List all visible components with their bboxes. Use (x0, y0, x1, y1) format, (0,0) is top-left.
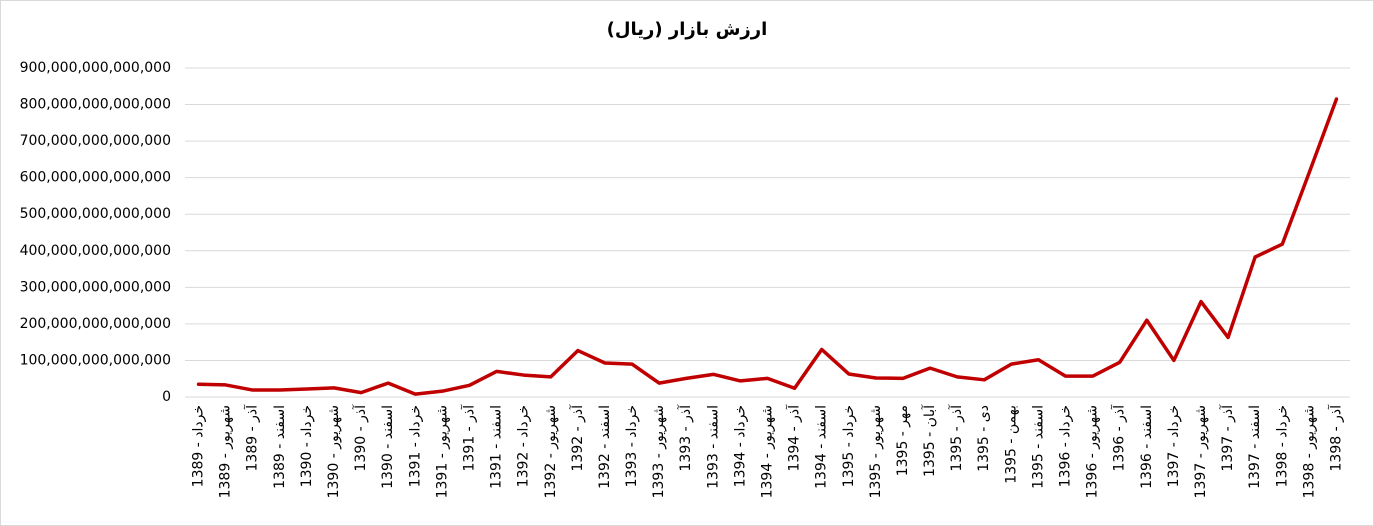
x-tick-label: مهر - 1395 (895, 405, 911, 476)
x-tick-label: اسفند - 1389 (272, 405, 288, 489)
x-tick-label: شهریور - 1397 (1193, 405, 1209, 498)
x-tick-label: آذر - 1394 (786, 404, 803, 472)
x-tick-label: شهریور - 1394 (760, 405, 776, 498)
x-tick-label: خرداد - 1395 (841, 405, 857, 487)
x-tick-label: آذر - 1392 (569, 404, 586, 472)
x-tick-label: آبان - 1395 (921, 404, 938, 477)
x-tick-label: خرداد - 1396 (1058, 405, 1074, 487)
data-line (196, 97, 1339, 396)
x-tick-label: آذر - 1396 (1111, 404, 1128, 472)
x-tick-label: خرداد - 1398 (1274, 405, 1290, 487)
x-tick-label: اسفند - 1394 (814, 405, 830, 489)
x-tick-label: شهریور - 1398 (1301, 405, 1317, 498)
chart-title: ارزش بازار (ریال) (607, 19, 768, 40)
x-tick-label: شهریور - 1389 (218, 405, 234, 498)
y-tick-label: 900,000,000,000,000 (20, 60, 171, 76)
y-tick-label: 800,000,000,000,000 (20, 97, 171, 113)
x-tick-label: خرداد - 1394 (732, 405, 748, 487)
x-tick-label: خرداد - 1397 (1166, 405, 1182, 487)
x-tick-label: آذر - 1398 (1327, 404, 1344, 472)
y-tick-label: 500,000,000,000,000 (20, 206, 171, 222)
x-tick-label: اسفند - 1396 (1139, 405, 1155, 489)
x-tick-label: خرداد - 1391 (407, 405, 423, 487)
x-tick-label: شهریور - 1391 (434, 405, 450, 498)
x-tick-label: آذر - 1391 (460, 404, 477, 472)
x-tick-label: شهریور - 1392 (543, 405, 559, 498)
y-tick-label: 700,000,000,000,000 (20, 133, 171, 149)
x-tick-label: آذر - 1389 (244, 404, 261, 472)
x-tick-label: آذر - 1393 (677, 404, 694, 472)
x-tick-label: اسفند - 1393 (705, 405, 721, 489)
x-tick-label: شهریور - 1393 (651, 405, 667, 498)
x-tick-label: خرداد - 1390 (299, 405, 315, 487)
x-tick-label: اسفند - 1397 (1247, 405, 1263, 489)
x-tick-label: خرداد - 1392 (516, 405, 532, 487)
y-tick-label: 600,000,000,000,000 (20, 170, 171, 186)
y-tick-label: 100,000,000,000,000 (20, 352, 171, 368)
y-tick-label: 0 (162, 389, 171, 405)
x-tick-label: شهریور - 1395 (868, 405, 884, 498)
x-tick-label: آذر - 1397 (1219, 404, 1236, 472)
x-tick-label: آذر - 1395 (948, 404, 965, 472)
x-tick-label: اسفند - 1395 (1030, 405, 1046, 489)
x-tick-label: شهریور - 1396 (1085, 405, 1101, 498)
y-tick-label: 300,000,000,000,000 (20, 279, 171, 295)
x-tick-label: شهریور - 1390 (326, 405, 342, 498)
x-tick-label: خرداد - 1393 (624, 405, 640, 487)
y-tick-label: 400,000,000,000,000 (20, 243, 171, 259)
x-tick-label: اسفند - 1390 (380, 405, 396, 489)
y-tick-label: 200,000,000,000,000 (20, 316, 171, 332)
x-tick-label: اسفند - 1391 (489, 405, 505, 489)
x-tick-label: آذر - 1390 (352, 404, 369, 472)
x-tick-label: بهمن - 1395 (1003, 405, 1019, 484)
x-tick-label: اسفند - 1392 (597, 405, 613, 489)
x-tick-label: خرداد - 1389 (191, 405, 207, 487)
x-tick-label: دی - 1395 (976, 405, 992, 472)
